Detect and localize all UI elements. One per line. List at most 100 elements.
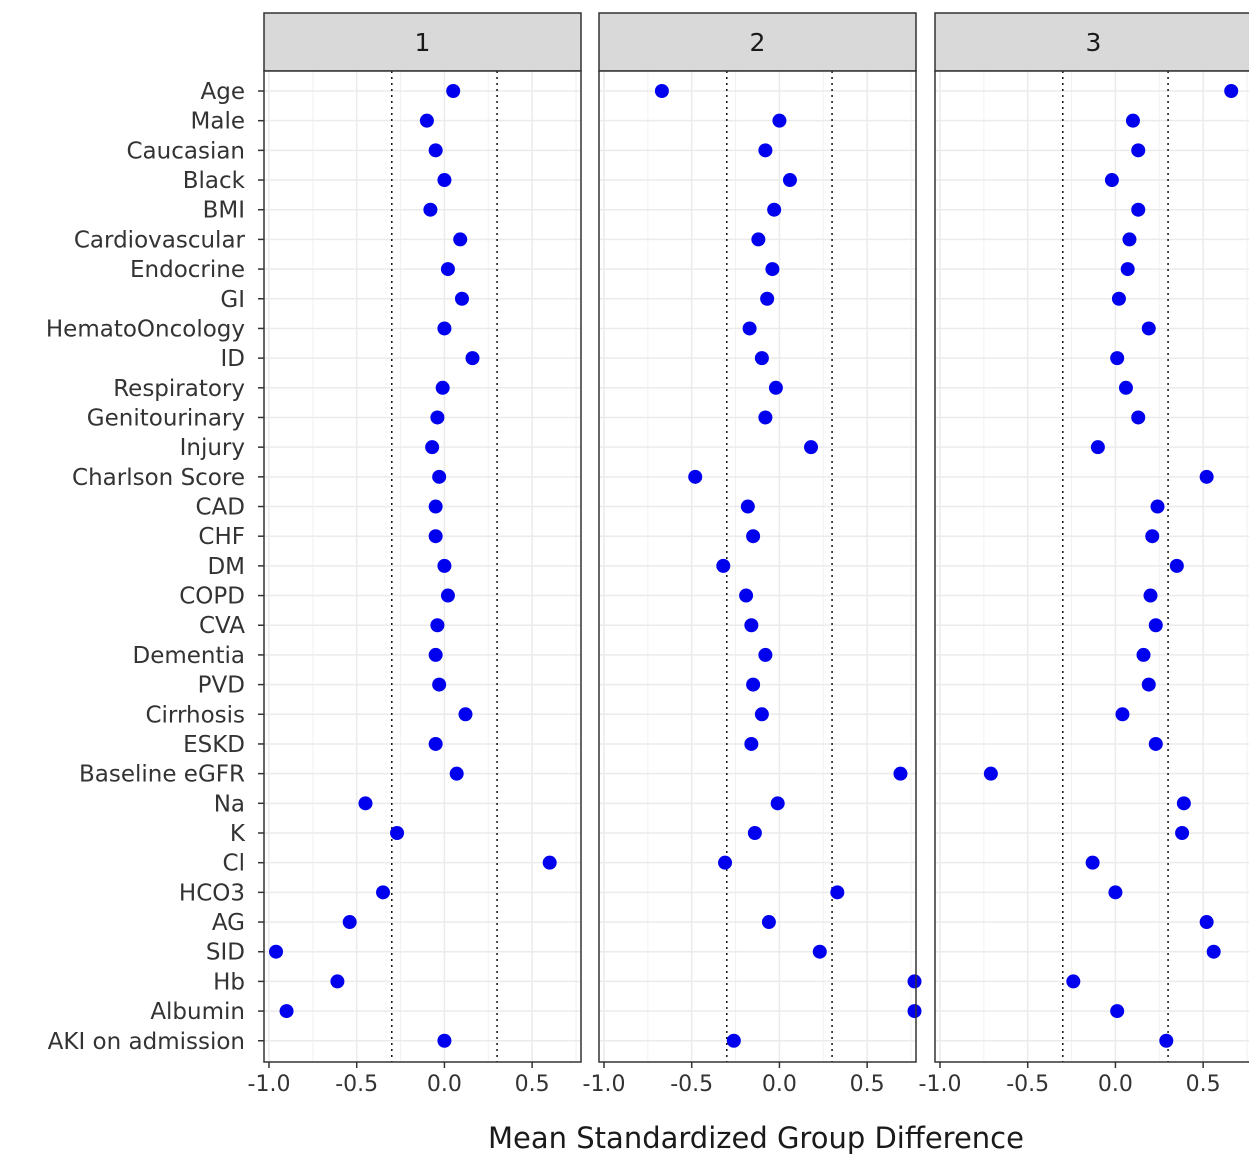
data-point — [744, 736, 759, 751]
facet-panels: 1 -1.0 -0.5 0.0 0.5 2 -1.0 -0.5 0.0 0.5 3 -1.0 -0.5 0… — [248, 12, 1249, 1097]
data-point — [804, 440, 819, 455]
y-category-label: Na — [214, 791, 245, 817]
y-category-label: Male — [191, 109, 245, 135]
facet-strip — [598, 12, 917, 72]
data-point — [465, 351, 480, 366]
y-category-label: DM — [207, 554, 245, 580]
y-category-label: HematoOncology — [46, 316, 245, 342]
x-tick-label: -0.5 — [335, 1072, 378, 1097]
data-point — [1085, 855, 1100, 870]
y-category-label: Age — [201, 79, 245, 105]
data-point — [1118, 380, 1133, 395]
y-category-label: AKI on admission — [48, 1029, 245, 1055]
data-point — [1148, 736, 1163, 751]
data-point — [770, 796, 785, 811]
data-point — [1143, 588, 1158, 603]
x-tick-label: -1.0 — [248, 1072, 291, 1097]
y-category-label: Albumin — [150, 999, 245, 1025]
y-category-label: Injury — [180, 435, 245, 461]
data-point — [440, 588, 455, 603]
data-point — [767, 202, 782, 217]
y-category-label: COPD — [179, 584, 245, 610]
y-category-label: Genitourinary — [87, 405, 245, 431]
data-point — [1125, 113, 1140, 128]
data-point — [453, 232, 468, 247]
data-point — [893, 766, 908, 781]
x-tick-label: 0.5 — [515, 1072, 550, 1097]
data-point — [1066, 974, 1081, 989]
data-point — [437, 1033, 452, 1048]
data-point — [423, 202, 438, 217]
panel-border — [598, 70, 917, 1063]
data-point — [754, 351, 769, 366]
data-point — [428, 143, 443, 158]
data-point — [1108, 885, 1123, 900]
panel-border — [934, 70, 1249, 1063]
y-category-label: Baseline eGFR — [79, 762, 245, 788]
data-point — [1199, 915, 1214, 930]
y-category-label: GI — [220, 287, 245, 313]
x-tick-label: 0.0 — [427, 1072, 462, 1097]
data-point — [428, 529, 443, 544]
data-point — [747, 826, 762, 840]
data-point — [430, 410, 445, 425]
y-category-label: ESKD — [183, 732, 245, 758]
y-axis-labels: Age Male Caucasian Black BMI Cardiovascular En… — [46, 79, 264, 1055]
data-point — [761, 915, 776, 930]
y-category-label: Charlson Score — [72, 465, 245, 491]
facet-panel-1: 1 -1.0 -0.5 0.0 0.5 — [248, 12, 582, 1097]
data-point — [654, 84, 669, 98]
x-tick-label: 0.5 — [850, 1072, 885, 1097]
data-point — [446, 84, 461, 98]
data-point — [437, 321, 452, 336]
data-point — [330, 974, 345, 989]
data-point — [1148, 618, 1163, 633]
data-point — [1131, 410, 1146, 425]
y-category-label: Hb — [213, 969, 245, 995]
data-point — [1104, 173, 1119, 188]
data-point — [1141, 321, 1156, 336]
facet-panel-3: 3 -1.0 -0.5 0.0 0.5 — [919, 12, 1249, 1097]
data-point — [746, 529, 761, 544]
data-point — [432, 677, 447, 692]
y-category-label: Cirrhosis — [145, 702, 245, 728]
y-category-label: Cl — [223, 851, 245, 877]
data-point — [772, 113, 787, 128]
data-point — [758, 647, 773, 662]
data-point — [432, 469, 447, 484]
facet-strip-label: 3 — [1086, 28, 1102, 57]
data-point — [716, 558, 731, 573]
data-point — [1111, 291, 1126, 306]
y-category-label: ID — [221, 346, 246, 372]
data-point — [435, 380, 450, 395]
y-category-label: Caucasian — [126, 138, 245, 164]
data-point — [812, 944, 827, 959]
data-point — [760, 291, 775, 306]
data-point — [437, 558, 452, 573]
y-category-label: Cardiovascular — [74, 227, 246, 253]
data-point — [1224, 84, 1239, 98]
data-point — [758, 410, 773, 425]
data-point — [428, 647, 443, 662]
facet-strip-label: 2 — [750, 28, 766, 57]
x-tick-label: 0.0 — [1098, 1072, 1133, 1097]
y-category-label: BMI — [203, 198, 245, 224]
y-category-label: Endocrine — [130, 257, 245, 283]
y-category-label: AG — [212, 910, 245, 936]
data-point — [428, 736, 443, 751]
data-point — [718, 855, 733, 870]
x-tick-label: -0.5 — [670, 1072, 713, 1097]
data-point — [830, 885, 845, 900]
data-point — [1159, 1033, 1174, 1048]
x-tick-label: 0.5 — [1186, 1072, 1221, 1097]
facet-panel-2: 2 -1.0 -0.5 0.0 0.5 — [583, 12, 922, 1097]
facet-strip — [263, 12, 582, 72]
data-point — [390, 826, 405, 840]
data-point — [269, 944, 284, 959]
data-point — [1206, 944, 1221, 959]
data-point — [742, 321, 757, 336]
data-point — [1131, 143, 1146, 158]
data-point — [454, 291, 469, 306]
data-point — [1120, 262, 1135, 277]
